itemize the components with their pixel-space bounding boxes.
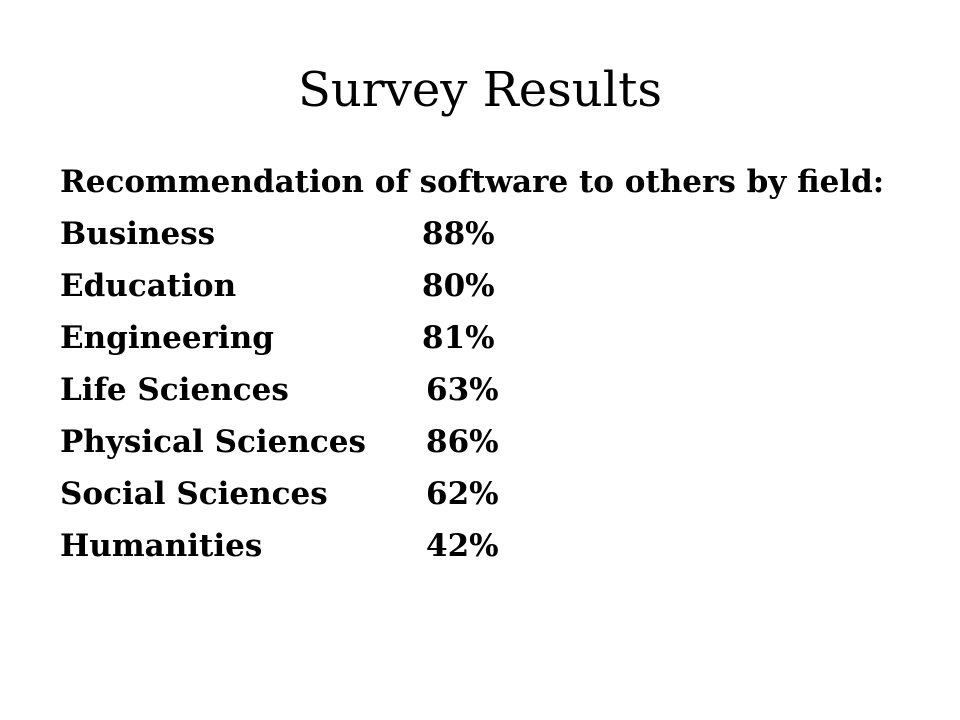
field-percent: 81% <box>422 320 495 356</box>
field-name: Humanities <box>60 528 263 564</box>
slide-body: Recommendation of software to others by … <box>60 156 900 572</box>
list-item: Humanities 42% <box>60 520 900 572</box>
list-item: Education 80% <box>60 260 900 312</box>
list-item: Business 88% <box>60 208 900 260</box>
field-name: Education <box>60 268 237 304</box>
field-name: Business <box>60 216 216 252</box>
field-name: Physical Sciences <box>60 424 366 460</box>
field-percent: 80% <box>422 268 495 304</box>
slide-title: Survey Results <box>297 62 662 118</box>
list-item: Social Sciences 62% <box>60 468 900 520</box>
field-percent: 88% <box>422 216 495 252</box>
field-name: Engineering <box>60 320 274 356</box>
results-list: Business 88% Education 80% Engineering 8… <box>60 208 900 572</box>
intro-text: Recommendation of software to others by … <box>60 164 885 200</box>
list-item: Physical Sciences 86% <box>60 416 900 468</box>
field-name: Social Sciences <box>60 476 328 512</box>
list-item: Engineering 81% <box>60 312 900 364</box>
field-percent: 62% <box>426 476 499 512</box>
field-percent: 42% <box>426 528 499 564</box>
field-name: Life Sciences <box>60 372 289 408</box>
field-percent: 86% <box>426 424 499 460</box>
field-percent: 63% <box>426 372 499 408</box>
list-item: Life Sciences 63% <box>60 364 900 416</box>
